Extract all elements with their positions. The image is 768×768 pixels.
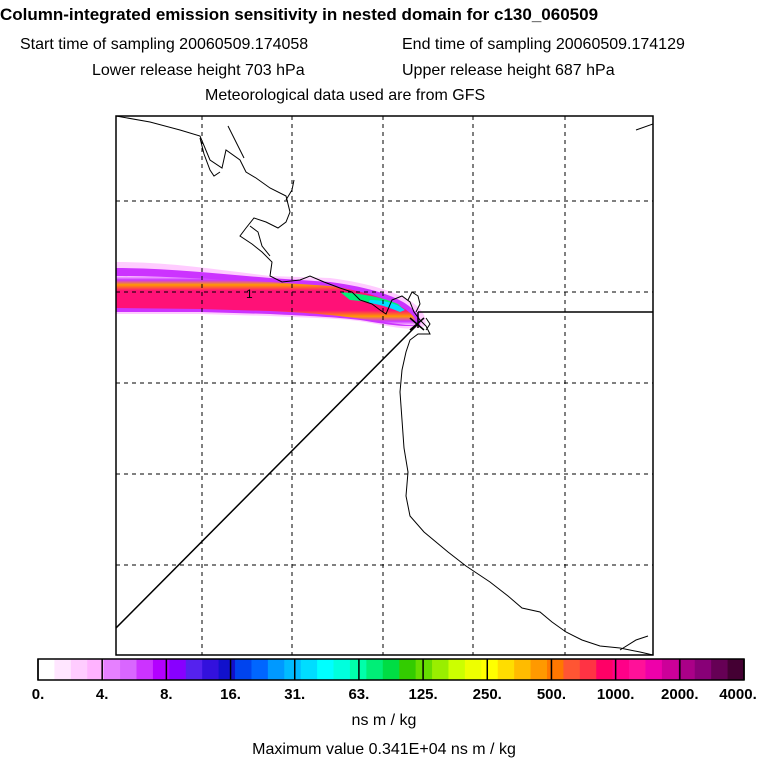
colorbar-tick-label: 2000. [661, 686, 699, 703]
colorbar-cell [661, 659, 679, 680]
colorbar-tick-label: 1000. [597, 686, 635, 703]
colorbar-cell [38, 659, 56, 680]
colorbar-tick-label: 0. [32, 686, 45, 703]
colorbar-cell [103, 659, 121, 680]
colorbar-tick-label: 500. [537, 686, 566, 703]
colorbar-tick-label: 31. [284, 686, 305, 703]
colorbar-cell [497, 659, 515, 680]
trajectory-label-1: 1 [246, 287, 253, 301]
colorbar-cell [235, 659, 253, 680]
colorbar-cell [317, 659, 335, 680]
met-data-label: Meteorological data used are from GFS [205, 87, 486, 104]
end-time-label: End time of sampling 20060509.174129 [402, 36, 685, 53]
colorbar-cell [284, 659, 302, 680]
colorbar-cell [218, 659, 236, 680]
map-frame [115, 115, 654, 656]
colorbar-cell [629, 659, 647, 680]
upper-release-label: Upper release height 687 hPa [402, 62, 615, 79]
colorbar-cell [366, 659, 384, 680]
map-panel: 1 [116, 116, 653, 655]
colorbar-cell [152, 659, 170, 680]
colorbar-tick-label: 4. [96, 686, 109, 703]
colorbar-cell [399, 659, 417, 680]
colorbar-tick-label: 8. [160, 686, 173, 703]
colorbar-cell [727, 659, 745, 680]
colorbar-cell [202, 659, 220, 680]
colorbar-cell [87, 659, 105, 680]
colorbar-cell [54, 659, 72, 680]
colorbar-cell [251, 659, 269, 680]
colorbar-cell [596, 659, 614, 680]
colorbar-ticks: 0. 4. 8. 16. 31. 63. 125. 250. 500. 1000. 2000. 400… [32, 659, 757, 703]
maximum-value-label: Maximum value 0.341E+04 ns m / kg [252, 741, 516, 758]
colorbar-frame [37, 658, 745, 681]
colorbar-cell [448, 659, 466, 680]
colorbar-tick-label: 4000. [719, 686, 757, 703]
colorbar-cell [612, 659, 630, 680]
colorbar-cells [38, 659, 745, 680]
colorbar-cell [267, 659, 285, 680]
colorbar-cell [300, 659, 318, 680]
colorbar-cell [333, 659, 351, 680]
colorbar-cell [546, 659, 564, 680]
colorbar: 0. 4. 8. 16. 31. 63. 125. 250. 500. 1000. 2000. 400… [32, 658, 757, 703]
grid-lines [116, 116, 653, 655]
colorbar-tick-label: 16. [220, 686, 241, 703]
colorbar-tick-label: 125. [408, 686, 437, 703]
lower-release-label: Lower release height 703 hPa [92, 62, 305, 79]
colorbar-cell [415, 659, 433, 680]
colorbar-cell [694, 659, 712, 680]
plot-title: Column-integrated emission sensitivity i… [0, 5, 599, 24]
colorbar-cell [579, 659, 597, 680]
colorbar-tick-label: 63. [348, 686, 369, 703]
colorbar-cell [169, 659, 187, 680]
colorbar-cell [70, 659, 88, 680]
colorbar-cell [120, 659, 138, 680]
colorbar-cell [563, 659, 581, 680]
colorbar-cell [136, 659, 154, 680]
colorbar-unit: ns m / kg [351, 712, 417, 729]
plume-cyan-fringe [368, 300, 405, 312]
colorbar-cell [464, 659, 482, 680]
colorbar-cell [530, 659, 548, 680]
release-point-marker [409, 317, 425, 331]
start-time-label: Start time of sampling 20060509.174058 [20, 36, 309, 53]
colorbar-cell [645, 659, 663, 680]
colorbar-cell [432, 659, 450, 680]
colorbar-cell [481, 659, 499, 680]
colorbar-cell [711, 659, 729, 680]
diagonal-track [116, 323, 419, 629]
colorbar-tick-label: 250. [473, 686, 502, 703]
colorbar-cell [678, 659, 696, 680]
colorbar-cell [514, 659, 532, 680]
colorbar-cell [382, 659, 400, 680]
colorbar-cell [185, 659, 203, 680]
